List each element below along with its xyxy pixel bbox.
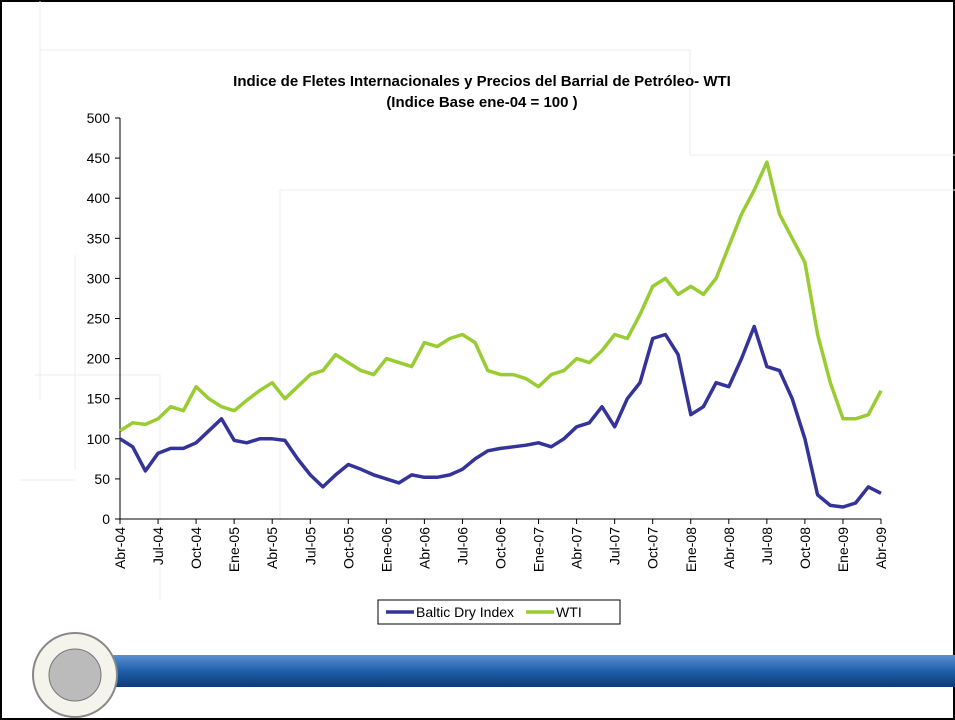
x-tick-label: Ene-09 bbox=[835, 527, 851, 572]
x-tick-label: Jul-08 bbox=[759, 527, 775, 565]
x-tick-label: Abr-04 bbox=[112, 527, 128, 569]
x-tick-label: Oct-05 bbox=[340, 527, 356, 569]
x-tick-label: Oct-08 bbox=[797, 527, 813, 569]
y-tick-label: 150 bbox=[87, 391, 111, 407]
x-tick-label: Jul-07 bbox=[607, 527, 623, 565]
x-tick-label: Oct-07 bbox=[645, 527, 661, 569]
series-line bbox=[119, 160, 883, 433]
x-tick-label: Jul-04 bbox=[150, 527, 166, 565]
y-tick-label: 500 bbox=[87, 110, 111, 126]
x-tick-label: Oct-06 bbox=[493, 527, 509, 569]
y-tick-label: 0 bbox=[102, 511, 110, 527]
legend bbox=[377, 599, 621, 625]
x-tick-label: Abr-08 bbox=[721, 527, 737, 569]
legend-label: WTI bbox=[556, 604, 582, 620]
y-tick-label: 200 bbox=[87, 351, 111, 367]
x-tick-label: Jul-05 bbox=[302, 527, 318, 565]
y-tick-label: 250 bbox=[87, 311, 111, 327]
chart-title: Indice de Fletes Internacionales y Preci… bbox=[233, 73, 731, 90]
x-tick-label: Oct-04 bbox=[188, 527, 204, 569]
logo-inner bbox=[48, 648, 102, 702]
footer-band bbox=[100, 655, 955, 687]
decor-lines bbox=[20, 1, 955, 600]
x-tick-label: Ene-08 bbox=[683, 527, 699, 572]
y-tick-label: 400 bbox=[87, 190, 111, 206]
x-tick-label: Ene-06 bbox=[378, 527, 394, 572]
legend-label: Baltic Dry Index bbox=[416, 604, 514, 620]
x-tick-label: Jul-06 bbox=[454, 527, 470, 565]
y-tick-label: 100 bbox=[87, 431, 111, 447]
x-tick-label: Ene-07 bbox=[531, 527, 547, 572]
x-tick-label: Abr-07 bbox=[569, 527, 585, 569]
x-tick-label: Abr-09 bbox=[873, 527, 889, 569]
x-tick-label: Abr-06 bbox=[416, 527, 432, 569]
series-line bbox=[119, 324, 882, 509]
x-tick-label: Ene-05 bbox=[226, 527, 242, 572]
chart-subtitle: (Indice Base ene-04 = 100 ) bbox=[386, 94, 577, 111]
y-tick-label: 300 bbox=[87, 270, 111, 286]
y-tick-label: 350 bbox=[87, 230, 111, 246]
y-tick-label: 50 bbox=[94, 471, 110, 487]
x-tick-label: Abr-05 bbox=[264, 527, 280, 569]
y-tick-label: 450 bbox=[87, 150, 111, 166]
